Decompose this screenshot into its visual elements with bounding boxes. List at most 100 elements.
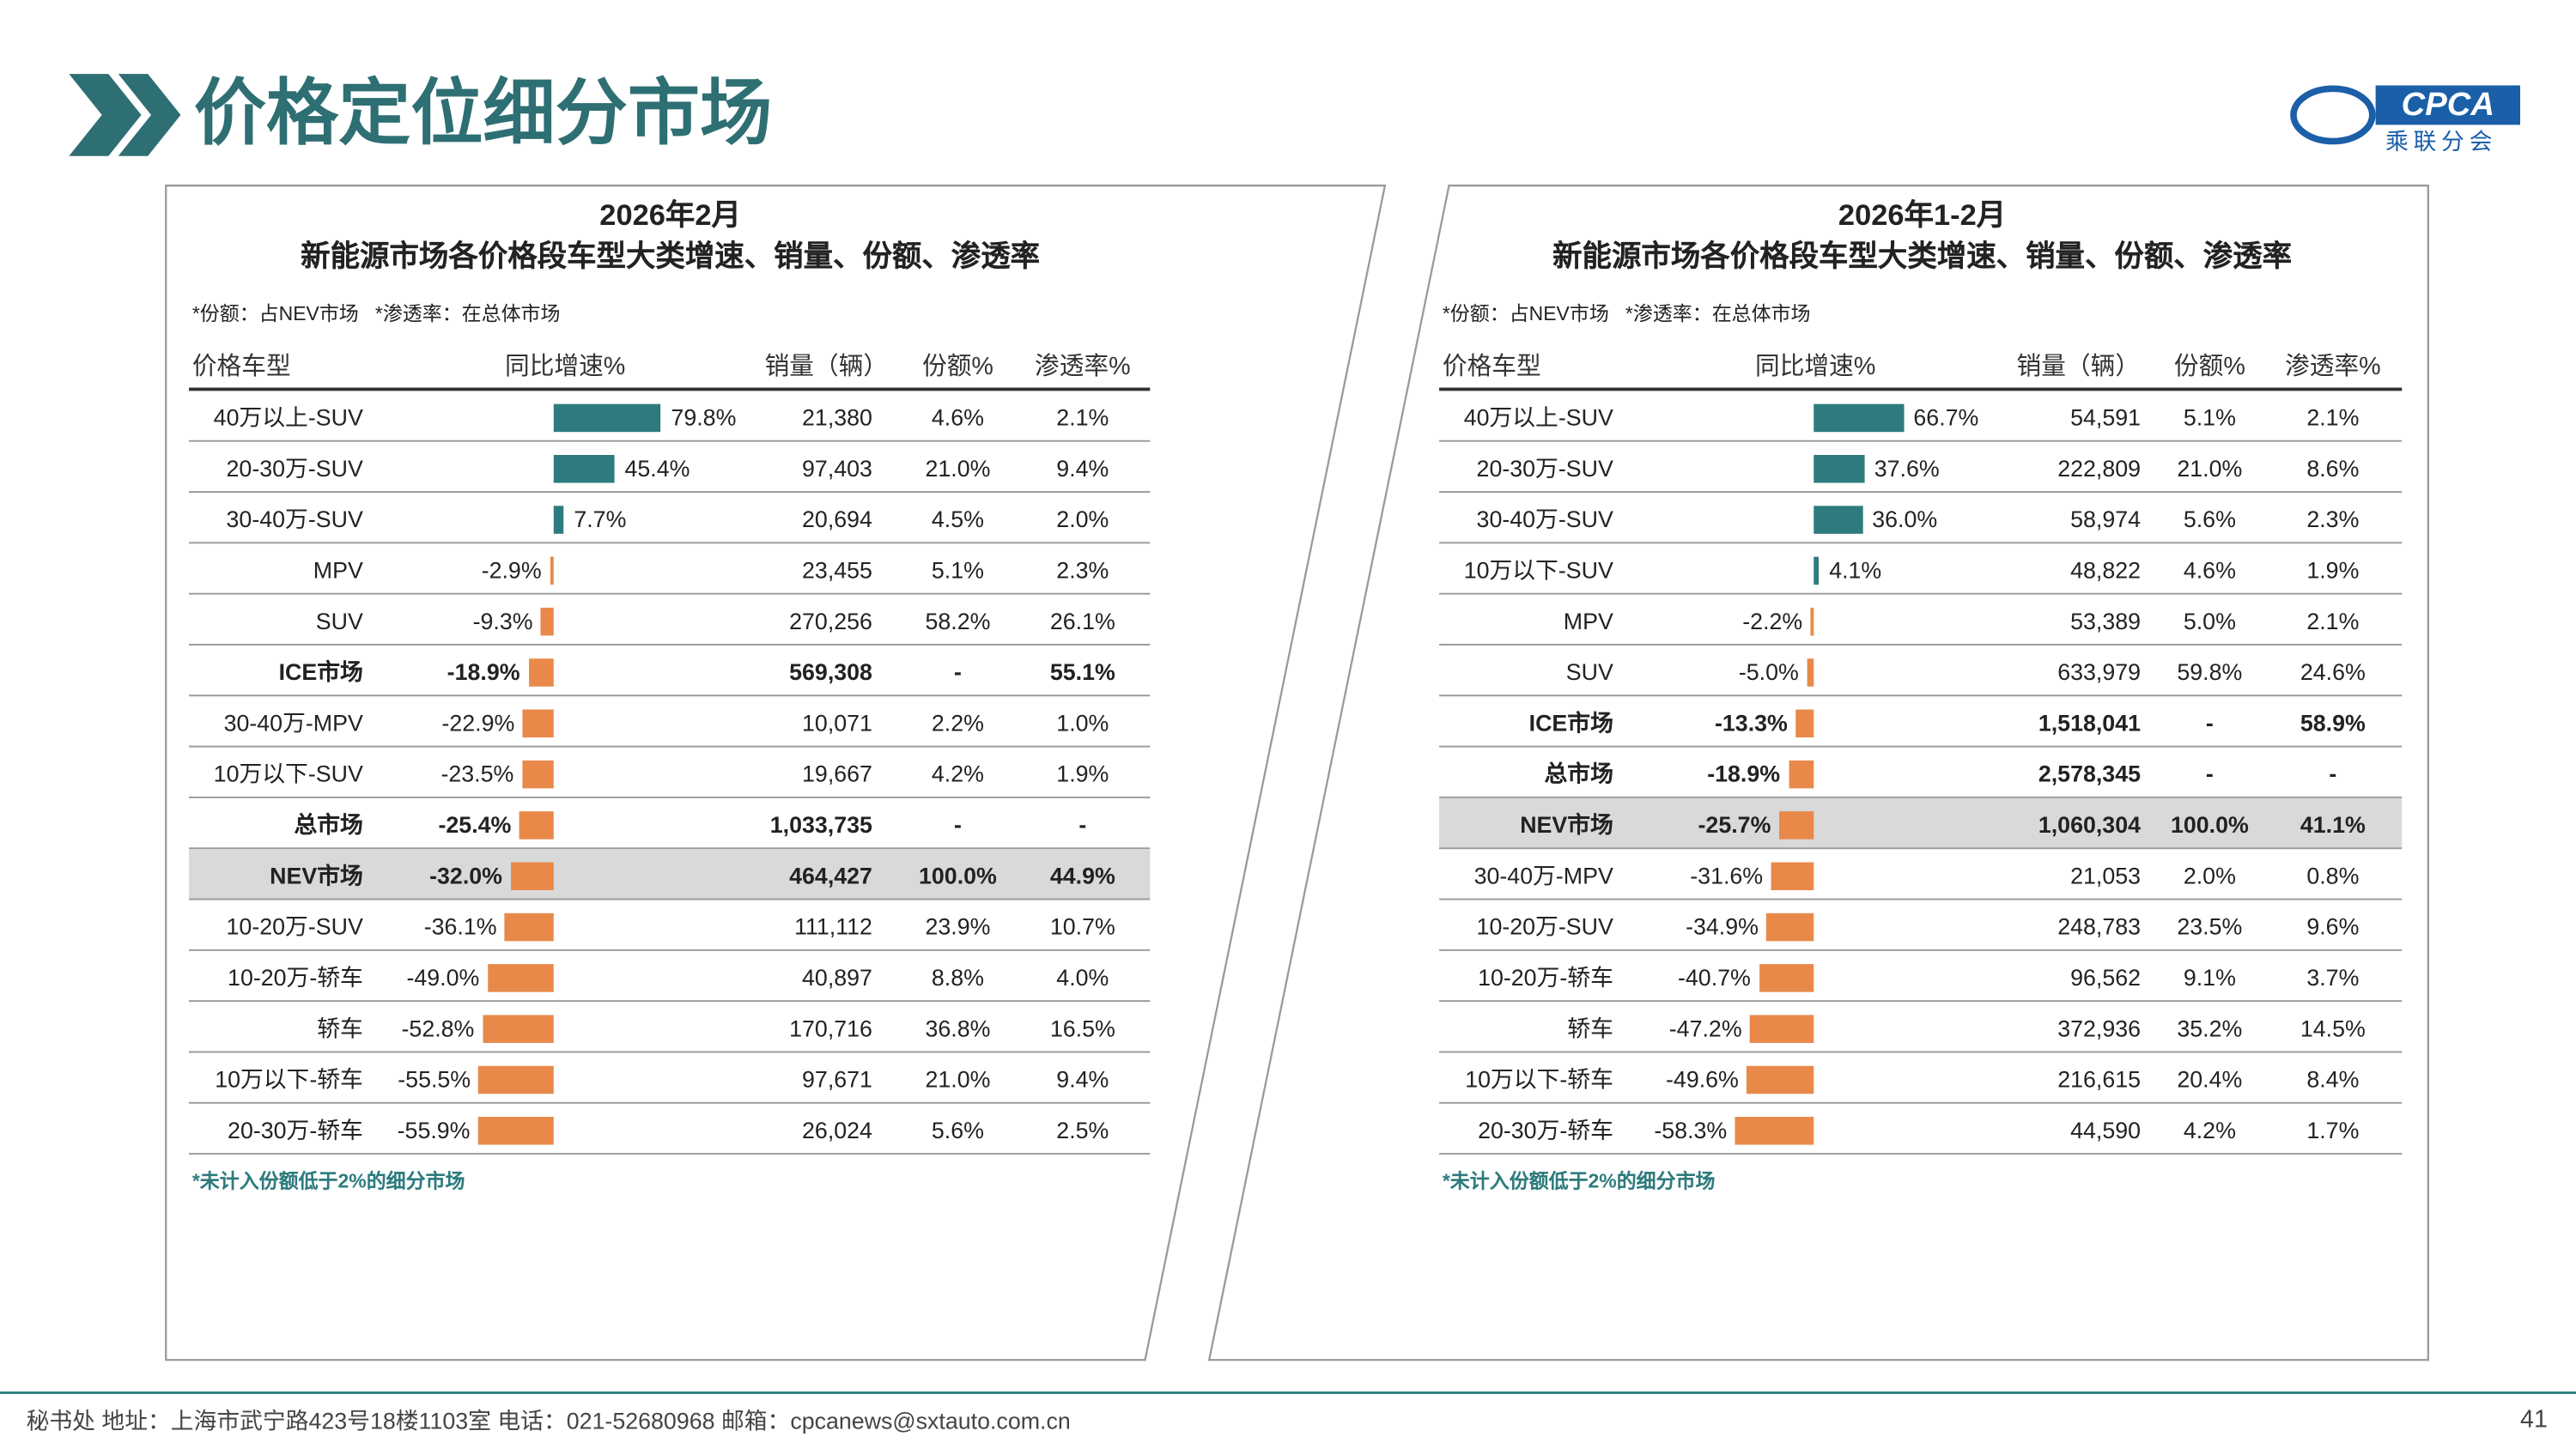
share: 2.2%	[931, 708, 984, 736]
growth-label: -9.3%	[472, 606, 533, 634]
row-rule	[1439, 1153, 2403, 1155]
share: 100.0%	[919, 861, 997, 888]
penetration: 2.1%	[1056, 403, 1109, 430]
penetration: 26.1%	[1049, 606, 1115, 634]
row-rule	[189, 1153, 1151, 1155]
logo-mark	[2290, 85, 2376, 145]
row-name: MPV	[1563, 606, 1613, 634]
penetration: 24.6%	[2300, 658, 2366, 684]
row-name: SUV	[1565, 658, 1613, 684]
penetration: 2.1%	[2306, 606, 2360, 634]
growth-bar	[1807, 658, 1814, 686]
row-rule	[1439, 898, 2403, 900]
growth-bar	[1814, 505, 1862, 533]
sales: 1,060,304	[2038, 810, 2142, 837]
penetration: 55.1%	[1049, 658, 1115, 684]
penetration: 2.3%	[1056, 555, 1109, 583]
page-number: 41	[2520, 1405, 2548, 1434]
sales: 270,256	[789, 606, 872, 634]
growth-bar	[1814, 403, 1904, 432]
sales: 44,590	[2070, 1116, 2142, 1143]
growth-bar	[553, 505, 564, 533]
sales: 10,071	[802, 708, 872, 736]
row-rule	[189, 694, 1151, 697]
row-name: 20-30万-SUV	[1476, 454, 1613, 481]
sales: 20,694	[802, 505, 872, 531]
growth-label: -34.9%	[1686, 912, 1759, 939]
panel-title: 2026年1-2月	[1838, 198, 2007, 232]
row-rule	[1439, 542, 2403, 544]
row-rule	[1439, 694, 2403, 697]
row-rule	[189, 745, 1151, 748]
growth-label: -22.9%	[441, 708, 515, 736]
growth-bar	[1814, 555, 1820, 585]
row-name: 30-40万-MPV	[1473, 861, 1613, 888]
growth-bar	[478, 1064, 554, 1094]
share: 4.2%	[2183, 1116, 2236, 1143]
share: 4.6%	[2183, 555, 2236, 583]
row-name: 30-40万-SUV	[1476, 505, 1613, 531]
sales: 21,380	[802, 403, 872, 430]
growth-bar	[541, 606, 554, 635]
logo-box	[2375, 85, 2521, 125]
row-name: NEV市场	[270, 861, 363, 888]
sales: 54,591	[2070, 403, 2142, 430]
column-header: 渗透率%	[2285, 353, 2381, 381]
growth-label: -55.9%	[397, 1116, 471, 1143]
sales: 53,389	[2070, 606, 2142, 634]
penetration: 0.8%	[2306, 861, 2360, 888]
share: 36.8%	[925, 1014, 991, 1041]
penetration: 41.1%	[2300, 810, 2366, 837]
growth-label: 79.8%	[671, 403, 737, 430]
sales: 111,112	[794, 912, 872, 939]
column-header: 销量（辆）	[764, 353, 889, 381]
column-header: 销量（辆）	[2016, 353, 2141, 381]
panel-subtitle: 新能源市场各价格段车型大类增速、销量、份额、渗透率	[301, 239, 1041, 273]
growth-label: 4.1%	[1829, 555, 1882, 583]
share: 58.2%	[925, 606, 991, 634]
growth-label: -18.9%	[447, 658, 520, 684]
growth-bar	[553, 454, 615, 482]
row-name: SUV	[315, 606, 363, 634]
share: -	[953, 658, 962, 684]
logo-subtext: 乘联分会	[2385, 128, 2498, 155]
growth-label: -31.6%	[1690, 861, 1764, 888]
share: -	[953, 810, 962, 837]
footnote: *未计入份额低于2%的细分市场	[1442, 1169, 1716, 1193]
panel-note: *份额：占NEV市场 *渗透率：在总体市场	[191, 302, 561, 325]
sales: 58,974	[2070, 505, 2142, 531]
row-name: ICE市场	[278, 658, 363, 684]
row-name: 10-20万-轿车	[1478, 963, 1613, 990]
row-rule	[189, 491, 1151, 493]
growth-bar	[1771, 861, 1814, 890]
growth-bar	[1795, 708, 1814, 737]
sales: 372,936	[2057, 1014, 2142, 1041]
share: 5.6%	[2183, 505, 2236, 531]
growth-bar	[519, 810, 554, 839]
growth-label: -49.6%	[1665, 1064, 1739, 1092]
header-rule	[1439, 387, 2403, 391]
penetration: 4.0%	[1056, 963, 1109, 990]
growth-label: -5.0%	[1738, 658, 1799, 684]
share: 21.0%	[2177, 454, 2243, 481]
row-rule	[189, 592, 1151, 595]
row-rule	[189, 1101, 1151, 1104]
growth-label: -13.3%	[1714, 708, 1788, 736]
column-header: 同比增速%	[1755, 353, 1876, 381]
sales: 40,897	[802, 963, 872, 990]
row-rule	[1439, 745, 2403, 748]
chevron	[69, 74, 142, 156]
page-title: 价格定位细分市场	[193, 74, 773, 155]
growth-bar	[478, 1116, 554, 1144]
logo-text: CPCA	[2401, 87, 2495, 124]
share: 8.8%	[931, 963, 984, 990]
sales: 97,403	[802, 454, 872, 481]
row-rule	[1439, 796, 2403, 798]
penetration: 1.9%	[2306, 555, 2360, 583]
sales: 97,671	[802, 1064, 872, 1092]
chevron	[118, 74, 181, 156]
row-name: 20-30万-SUV	[226, 454, 363, 481]
row-name: NEV市场	[1520, 810, 1613, 837]
share: 5.1%	[931, 555, 984, 583]
column-header: 份额%	[2173, 353, 2245, 381]
